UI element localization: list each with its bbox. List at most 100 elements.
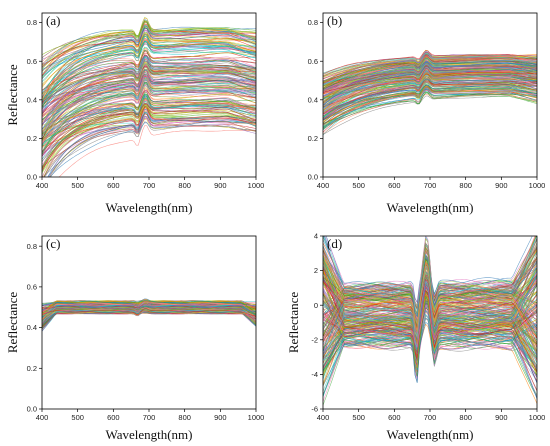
spectrum-line [42,300,256,317]
spectrum-line [323,61,537,98]
x-tick-label: 500 [352,181,365,190]
spectrum-line [42,115,256,157]
spectrum-line [42,30,256,65]
x-tick-label: 800 [178,181,191,190]
spectrum-line [42,105,256,141]
spectrum-line [42,86,256,137]
y-tick-label: 0.2 [27,134,37,143]
x-tick-label: 900 [495,413,508,422]
spectra-group [323,49,537,136]
y-tick-label: 0.4 [27,95,37,104]
spectrum-line [323,55,537,84]
spectrum-line [42,77,256,137]
spectrum-line [42,305,256,317]
panel-letter: (a) [46,13,60,28]
spectrum-line [323,84,537,125]
x-tick-label: 500 [71,413,84,422]
spectrum-line [42,41,256,77]
x-tick-label: 400 [317,181,330,190]
x-tick-label: 600 [107,413,120,422]
x-tick-label: 500 [71,181,84,190]
spectrum-line [42,90,256,157]
spectrum-line [42,300,256,305]
y-tick-label: 0.4 [308,95,318,104]
y-tick-label: 0.6 [27,282,37,291]
spectrum-line [42,68,256,121]
spectrum-line [42,306,256,322]
x-tick-label: 400 [36,413,49,422]
y-tick-label: -2 [311,335,318,344]
x-tick-label: 900 [214,181,227,190]
spectra-group [323,236,537,406]
y-tick-label: -6 [311,405,318,414]
spectrum-line [42,85,256,157]
spectrum-line [42,35,256,94]
spectrum-line [42,83,256,146]
spectrum-line [323,67,537,111]
spectrum-line [42,311,256,330]
spectrum-line [323,82,537,103]
spectrum-line [42,304,256,321]
spectrum-line [42,107,256,171]
spectrum-line [42,106,256,153]
spectrum-line [323,66,537,92]
x-tick-label: 1000 [248,181,265,190]
y-tick-label: 0.4 [27,323,37,332]
spectrum-line [323,79,537,117]
x-tick-label: 900 [495,181,508,190]
spectrum-line [42,27,256,72]
y-tick-label: 0.2 [27,364,37,373]
spectrum-line [323,265,537,354]
x-tick-label: 600 [388,181,401,190]
spectrum-line [323,248,537,355]
x-tick-label: 700 [424,413,437,422]
spectrum-line [323,94,537,135]
spectrum-line [323,91,537,128]
spectrum-line [42,98,256,170]
spectrum-line [43,105,256,177]
panel-d: 400 500 600 700 800 900 1000 -6 -4 -2 0 2 4 Wavelengt… [286,232,545,442]
y-tick-label: 0.0 [27,173,37,182]
spectrum-line [42,90,256,129]
spectrum-line [323,68,537,93]
x-axis-label: Wavelength(nm) [386,427,473,442]
spectrum-line [42,56,256,93]
spectrum-line [42,77,256,141]
y-tick-label: -4 [311,370,318,379]
x-tick-label: 400 [36,181,49,190]
x-axis-label: Wavelength(nm) [386,200,473,215]
spectrum-line [323,92,537,124]
spectrum-line [323,70,537,105]
spectrum-line [43,113,256,177]
spectrum-line [42,110,256,143]
spectrum-line [42,66,256,126]
x-tick-label: 700 [143,181,156,190]
x-tick-label: 700 [424,181,437,190]
y-tick-label: 0.8 [27,242,37,251]
spectrum-line [323,313,537,397]
spectrum-line [42,300,256,317]
spectrum-line [323,80,537,108]
spectrum-line [42,70,256,140]
y-tick-label: 0.0 [308,173,318,182]
spectrum-line [323,58,537,86]
spectrum-line [42,117,256,167]
y-axis-label: Reflectance [5,292,20,354]
spectrum-line [42,56,256,109]
spectrum-line [42,62,256,95]
spectrum-line [323,236,537,322]
spectrum-line [323,280,537,360]
x-tick-label: 400 [317,413,330,422]
x-tick-label: 800 [459,181,472,190]
spectrum-line [323,52,537,75]
panel-a: 400 500 600 700 800 900 1000 0.0 0.2 0.4 0.6 0.8 Wav… [5,12,265,215]
x-tick-label: 1000 [248,413,265,422]
y-axis-label: Reflectance [286,292,301,354]
x-tick-label: 800 [178,413,191,422]
x-axis-label: Wavelength(nm) [105,427,192,442]
spectrum-line [323,50,537,75]
spectrum-line [323,264,537,368]
spectrum-line [42,97,256,146]
y-tick-label: 0.8 [308,18,318,27]
